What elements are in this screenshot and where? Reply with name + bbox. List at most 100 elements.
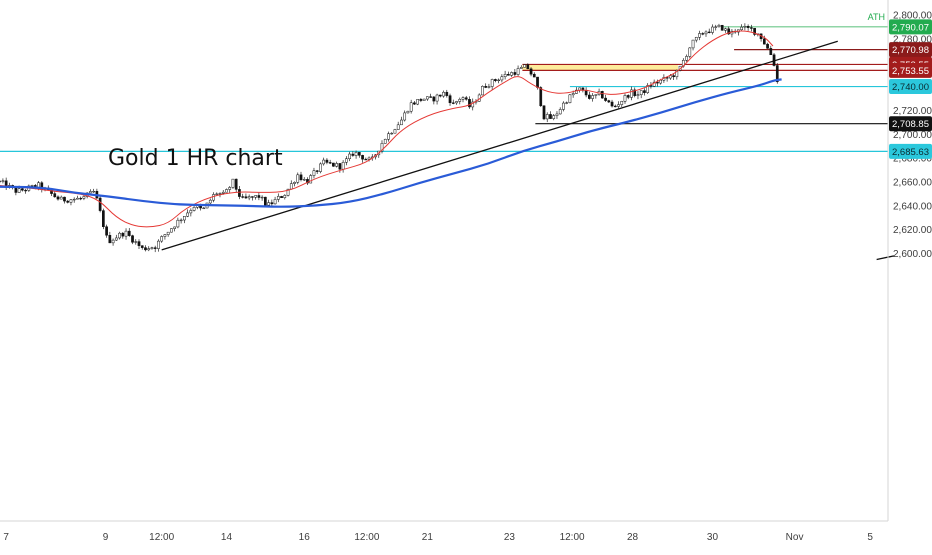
candle-body	[157, 240, 160, 249]
candle-body	[140, 245, 144, 248]
candle-body	[21, 188, 24, 191]
candle-body	[591, 95, 594, 99]
x-tick-label: Nov	[786, 532, 804, 543]
candle-body	[571, 93, 575, 96]
candle-body	[186, 212, 189, 217]
candle-body	[309, 175, 313, 184]
candle-body	[102, 210, 105, 227]
candle-body	[620, 101, 624, 105]
price-zone	[522, 64, 678, 71]
candle-body	[315, 170, 319, 172]
candle-body	[523, 64, 526, 68]
candle-body	[503, 73, 507, 78]
candle-body	[17, 188, 21, 193]
trendline	[161, 40, 838, 251]
x-tick-label: 12:00	[149, 532, 174, 543]
candle-body	[584, 90, 588, 96]
candle-body	[753, 27, 756, 35]
candle-body	[639, 90, 643, 95]
candle-body	[416, 99, 419, 105]
price-tag	[889, 19, 932, 35]
candle-body	[643, 90, 646, 93]
time-axis[interactable]: 7 9 12:00 14 16 12:00 21 23 12:00 28 30 Nov 5	[3, 532, 873, 543]
candle-body	[694, 37, 698, 41]
candle-body	[361, 155, 364, 160]
candle-body	[147, 248, 151, 251]
candle-body	[536, 76, 539, 88]
candle-body	[247, 196, 251, 199]
candle-body	[419, 99, 423, 101]
candle-body	[202, 207, 206, 210]
slow-moving-average	[0, 78, 782, 208]
candle-body	[179, 219, 183, 222]
candle-body	[549, 114, 552, 119]
candle-body	[413, 102, 416, 105]
candle-body	[286, 188, 290, 196]
candle-body	[367, 157, 371, 160]
candle-body	[438, 94, 442, 97]
candle-body	[575, 89, 578, 94]
candle-body	[562, 102, 565, 110]
x-tick-label: 30	[707, 532, 719, 543]
trendline	[876, 255, 895, 261]
price-tag	[889, 42, 932, 58]
candle-body	[332, 162, 335, 167]
candle-body	[626, 95, 630, 98]
candle-body	[497, 79, 500, 82]
candle-body	[173, 226, 176, 229]
candle-body	[160, 236, 164, 242]
candle-body	[108, 234, 112, 244]
candle-body	[289, 183, 293, 190]
candle-body	[79, 197, 83, 200]
candle-body	[442, 91, 445, 97]
price-tag-label: 2,685.63	[892, 147, 929, 158]
candle-body	[484, 86, 488, 88]
candle-body	[519, 67, 523, 69]
candle-body	[380, 143, 384, 152]
candle-body	[630, 89, 633, 98]
candle-body	[24, 189, 27, 192]
y-tick-label: 2,600.00	[893, 249, 932, 260]
candle-body	[393, 129, 397, 134]
candle-body	[711, 26, 714, 33]
candle-body	[633, 89, 637, 96]
candle-body	[192, 207, 196, 211]
candle-body	[14, 187, 18, 193]
y-tick-label: 2,640.00	[893, 201, 932, 212]
price-tag-label: 2,770.98	[892, 45, 929, 56]
candle-body	[429, 96, 432, 98]
candle-body	[82, 196, 86, 199]
candle-body	[607, 100, 611, 103]
candle-body	[542, 105, 546, 120]
candle-body	[675, 70, 679, 78]
candle-body	[406, 110, 410, 114]
candle-body	[529, 68, 533, 75]
candle-body	[114, 237, 118, 241]
candle-body	[170, 228, 173, 233]
candle-body	[494, 79, 497, 81]
candle-body	[234, 178, 238, 190]
candle-body	[772, 54, 776, 66]
candle-body	[652, 81, 656, 87]
candle-body	[445, 91, 449, 96]
candle-body	[558, 109, 562, 115]
candle-body	[688, 47, 692, 57]
candle-body	[251, 196, 254, 198]
candle-body	[312, 170, 316, 176]
candle-body	[717, 24, 721, 28]
candle-body	[507, 73, 510, 76]
candle-body	[500, 76, 504, 81]
candle-body	[481, 86, 484, 96]
supply-zone	[522, 64, 678, 71]
candle-body	[383, 138, 387, 144]
price-tag	[889, 62, 932, 78]
candle-body	[264, 196, 267, 206]
candle-body	[617, 104, 620, 107]
candle-body	[63, 196, 66, 202]
candle-body	[257, 195, 261, 198]
price-tag	[889, 143, 932, 159]
candle-body	[231, 178, 235, 188]
candle-body	[532, 73, 536, 78]
